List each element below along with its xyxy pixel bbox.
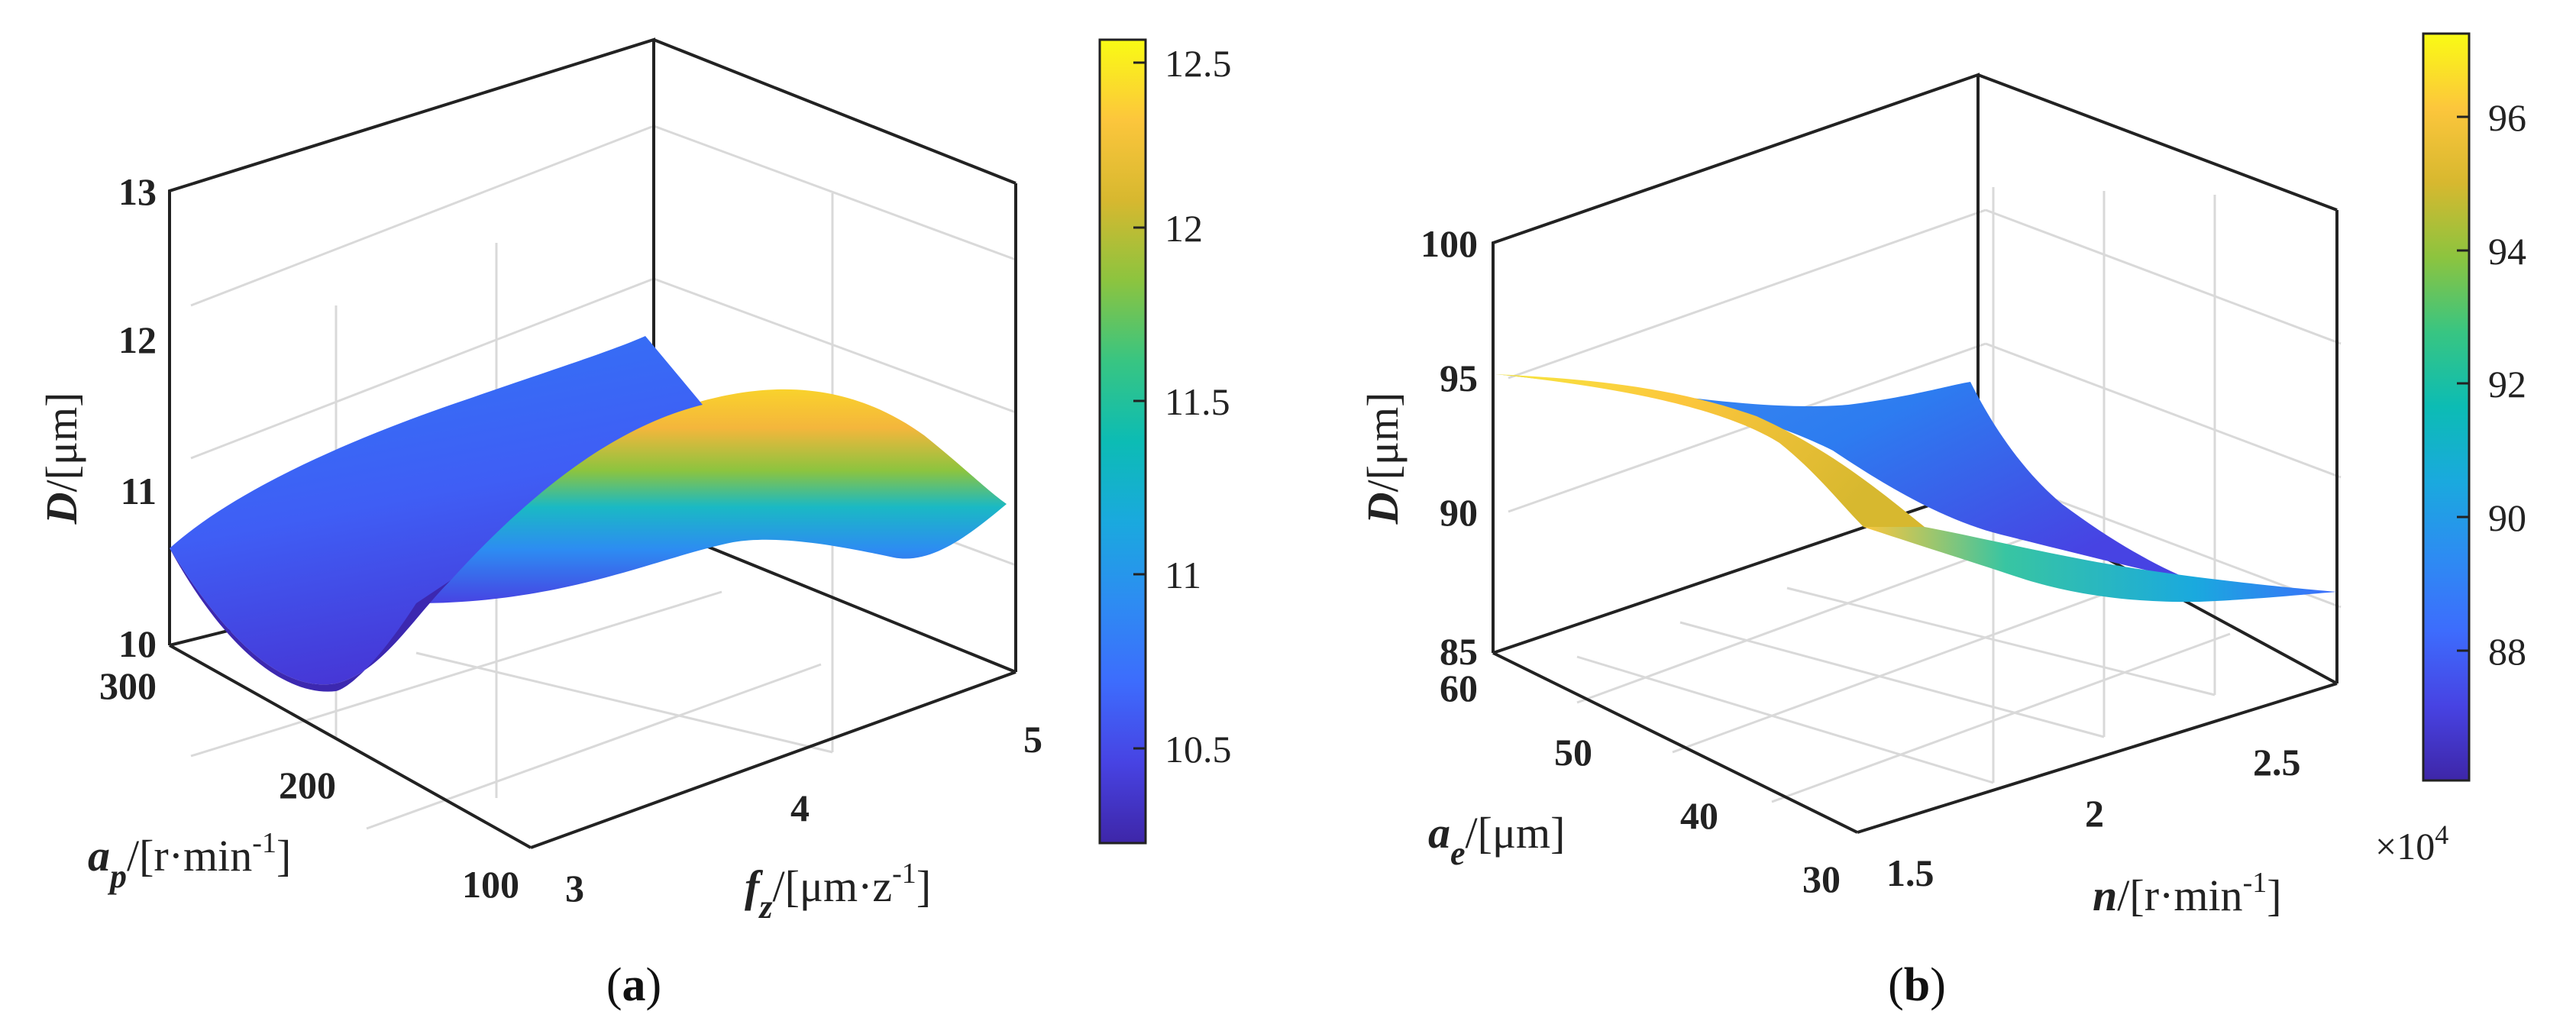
z-tick-label: 85 (1440, 630, 1478, 673)
x-tick-label: 60 (1440, 667, 1478, 709)
y-tick-label: 3 (565, 867, 584, 910)
colorbar-tick-label: 12.5 (1165, 42, 1232, 85)
x-tick-label: 200 (279, 764, 336, 806)
y-ticks: 1.5 2 2.5 (1886, 741, 2301, 894)
colorbar-b: 88 90 92 94 96 (2422, 32, 2526, 782)
y-axis-label: n/[r·min-1] (2093, 867, 2282, 920)
colorbar-ticks (1133, 61, 1146, 750)
z-ticks: 10 11 12 13 (118, 170, 157, 665)
z-tick-label: 100 (1421, 222, 1478, 265)
y-multiplier: ×104 (2375, 819, 2448, 868)
z-ticks: 85 90 95 100 (1421, 222, 1478, 673)
panel-b: 85 90 95 100 60 50 40 30 1.5 2 2.5 D/[μm… (1358, 32, 2526, 1011)
colorbar-tick-label: 88 (2488, 630, 2526, 673)
colorbar-tick-label: 90 (2488, 496, 2526, 539)
panel-caption-a: (a) (606, 959, 661, 1011)
z-axis-label: D/[μm] (37, 393, 86, 525)
y-tick-label: 4 (790, 787, 810, 829)
x-tick-label: 100 (462, 863, 519, 906)
surface-b (1495, 374, 2337, 603)
colorbar-tick-label: 94 (2488, 230, 2526, 273)
panel-caption-b: (b) (1888, 959, 1946, 1011)
x-tick-label: 40 (1680, 794, 1718, 837)
y-tick-label: 2 (2085, 792, 2104, 835)
y-tick-label: 5 (1023, 718, 1042, 761)
colorbar-tick-label: 92 (2488, 363, 2526, 406)
surface-a (170, 336, 1007, 692)
z-tick-label: 90 (1440, 491, 1478, 534)
x-tick-label: 50 (1554, 731, 1592, 774)
colorbar-tick-label: 11 (1165, 554, 1201, 596)
colorbar-tick-label: 12 (1165, 207, 1203, 250)
x-ticks: 60 50 40 30 (1440, 667, 1841, 900)
x-axis-label: ap/[r·min-1] (88, 827, 291, 895)
colorbar-ticks (2457, 115, 2469, 652)
z-tick-label: 12 (118, 318, 157, 361)
x-tick-label: 300 (99, 664, 157, 707)
x-tick-label: 30 (1802, 858, 1841, 900)
z-tick-label: 11 (121, 470, 157, 512)
z-tick-label: 13 (118, 170, 157, 213)
y-axis-label: fz/[μm·z-1] (745, 858, 931, 926)
x-ticks: 300 200 100 (99, 664, 519, 906)
y-tick-label: 2.5 (2253, 741, 2301, 784)
x-axis-label: ae/[μm] (1428, 808, 1565, 872)
colorbar-a: 10.5 11 11.5 12 12.5 (1098, 38, 1232, 845)
y-tick-label: 1.5 (1886, 851, 1934, 894)
colorbar-tick-label: 10.5 (1165, 728, 1232, 771)
y-ticks: 3 4 5 (565, 718, 1042, 910)
colorbar-tick-label: 96 (2488, 96, 2526, 139)
z-tick-label: 10 (118, 622, 157, 665)
z-axis-label: D/[μm] (1358, 393, 1408, 525)
z-tick-label: 95 (1440, 357, 1478, 399)
panel-a: 10 11 12 13 300 200 100 3 4 5 D/[μm] ap/… (37, 37, 1232, 1011)
colorbar-tick-label: 11.5 (1165, 380, 1230, 423)
